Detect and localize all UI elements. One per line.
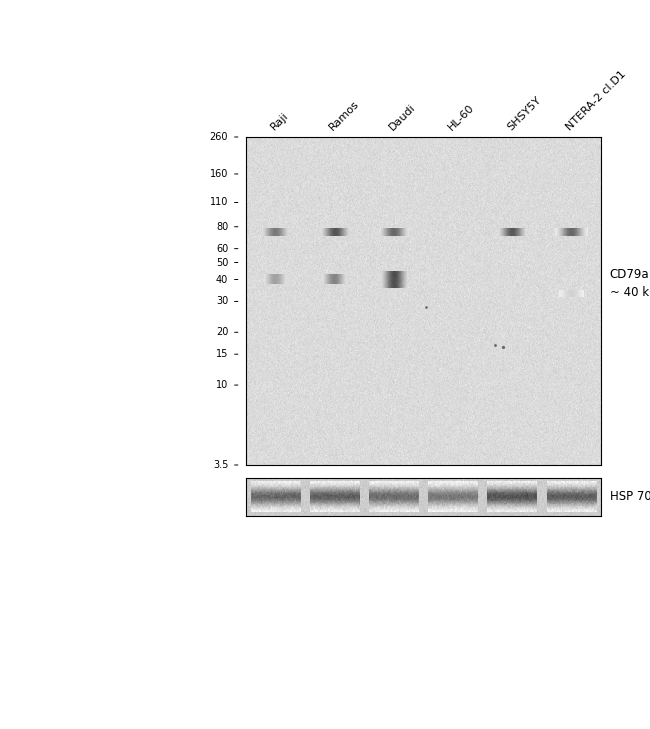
Text: 40: 40 (216, 275, 228, 284)
Text: NTERA-2 cl.D1: NTERA-2 cl.D1 (564, 69, 628, 132)
Text: 260: 260 (210, 132, 228, 142)
Text: 20: 20 (216, 327, 228, 338)
Text: 80: 80 (216, 222, 228, 232)
Text: SHSY5Y: SHSY5Y (505, 95, 543, 132)
Text: CD79a
~ 40 kDa: CD79a ~ 40 kDa (610, 268, 650, 299)
Text: HSP 70: HSP 70 (610, 491, 650, 504)
Text: HL-60: HL-60 (446, 102, 476, 132)
Text: 10: 10 (216, 380, 228, 390)
Text: 50: 50 (216, 257, 228, 268)
Text: 110: 110 (210, 198, 228, 208)
Text: Raji: Raji (268, 110, 290, 132)
Text: 3.5: 3.5 (213, 460, 228, 470)
Text: 160: 160 (210, 169, 228, 179)
Text: Daudi: Daudi (387, 102, 417, 132)
Text: 60: 60 (216, 243, 228, 254)
Text: 15: 15 (216, 349, 228, 359)
Text: 30: 30 (216, 297, 228, 306)
Text: Ramos: Ramos (328, 98, 361, 132)
